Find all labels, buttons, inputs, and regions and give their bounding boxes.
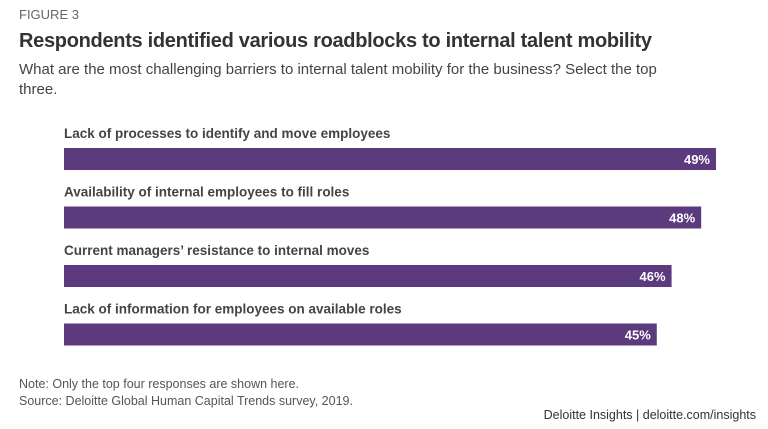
category-label: Current managers’ resistance to internal… [64, 243, 369, 258]
bar [64, 206, 702, 229]
data-label: 48% [669, 211, 695, 226]
category-label: Lack of processes to identify and move e… [64, 126, 390, 141]
footnotes: Note: Only the top four responses are sh… [19, 376, 353, 410]
source: Source: Deloitte Global Human Capital Tr… [19, 394, 353, 408]
data-label: 49% [684, 152, 710, 167]
chart-title: Respondents identified various roadblock… [19, 30, 652, 52]
bar [64, 323, 657, 346]
data-label: 46% [640, 269, 666, 284]
bar [64, 265, 672, 287]
note: Note: Only the top four responses are sh… [19, 377, 300, 391]
chart-subtitle: What are the most challenging barriers t… [19, 61, 657, 98]
bar [64, 148, 716, 170]
figure-label: FIGURE 3 [19, 7, 79, 22]
category-label: Availability of internal employees to fi… [64, 185, 349, 200]
data-label: 45% [625, 328, 651, 343]
category-label: Lack of information for employees on ava… [64, 302, 402, 317]
brand-credit: Deloitte Insights | deloitte.com/insight… [543, 408, 756, 422]
